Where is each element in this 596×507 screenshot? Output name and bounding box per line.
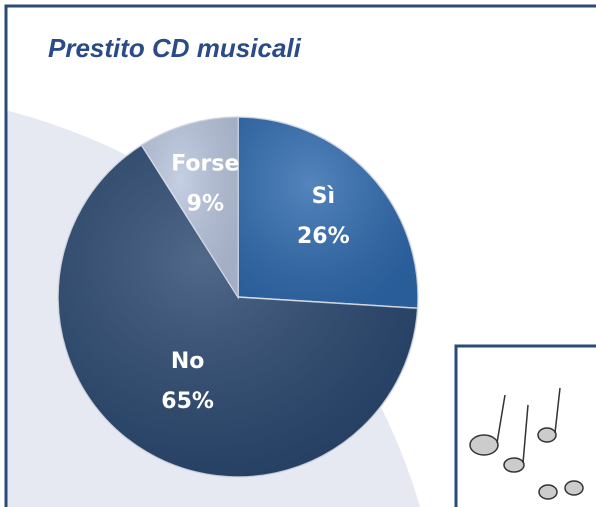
- category-label: Forse: [171, 152, 239, 177]
- category-label: No: [171, 349, 205, 374]
- value-label: 65%: [161, 389, 214, 414]
- category-label: Sì: [312, 184, 335, 209]
- frame: [4, 4, 596, 507]
- chart-title: Prestito CD musicali: [48, 33, 302, 63]
- slice-shading: [238, 117, 418, 309]
- pie: [57, 116, 419, 478]
- labels: Sì 26% No 65% Forse 9%: [161, 152, 349, 415]
- value-label: 26%: [297, 224, 350, 249]
- value-label: 9%: [187, 192, 224, 217]
- slice-shading: [141, 117, 238, 297]
- music-notes: [469, 387, 584, 500]
- slice-shading: [58, 145, 418, 477]
